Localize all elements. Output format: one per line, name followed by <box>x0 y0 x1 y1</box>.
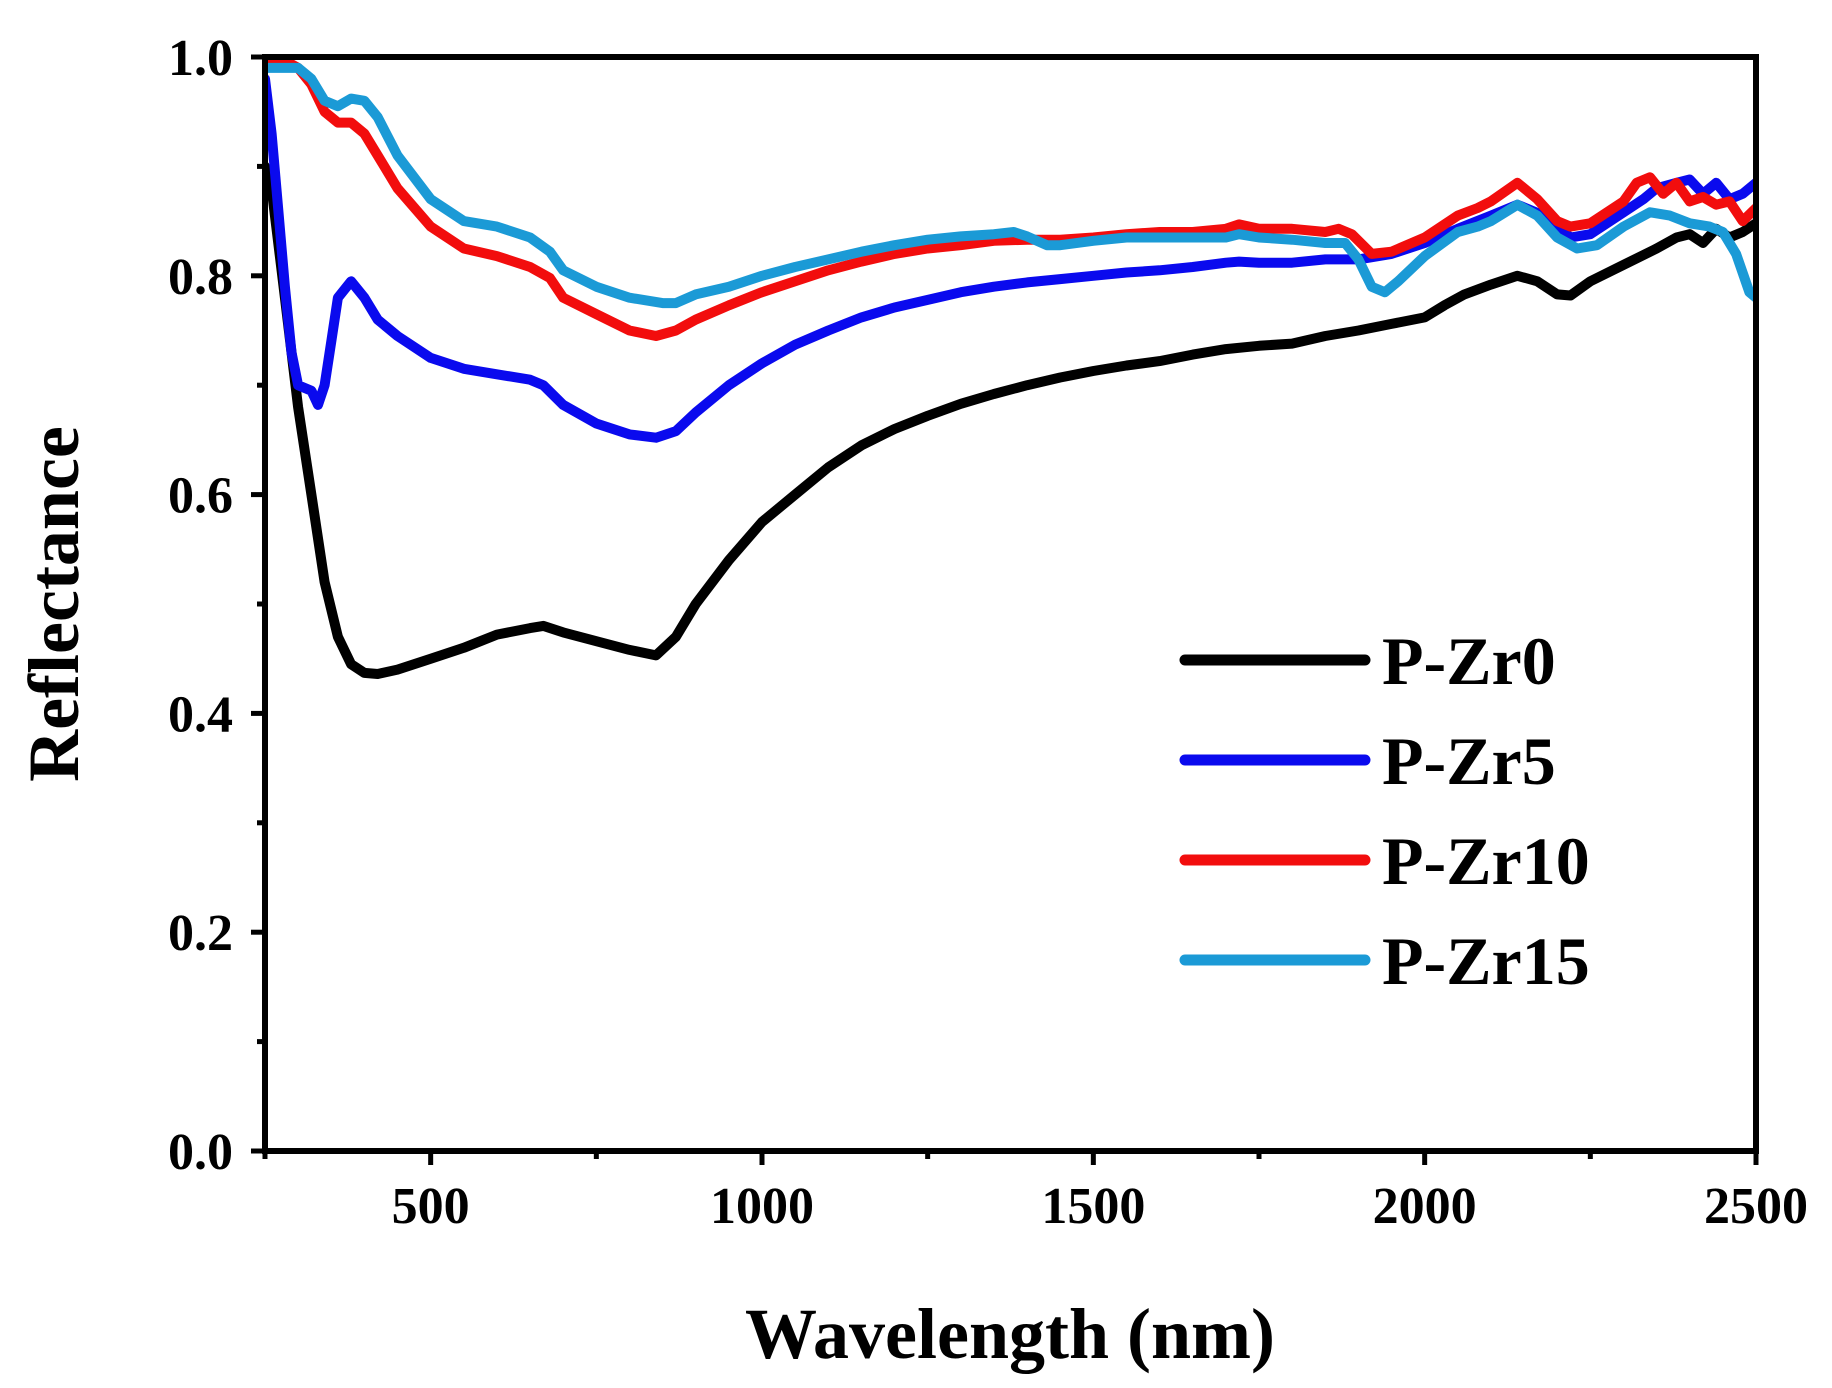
x-tick-label: 2500 <box>1704 1178 1808 1235</box>
series-line-p-zr15 <box>262 62 1759 309</box>
x-tick-label: 1000 <box>710 1178 814 1235</box>
series-line-p-zr10 <box>262 54 1759 341</box>
x-tick-label: 2000 <box>1373 1178 1477 1235</box>
legend-label-p-zr15: P-Zr15 <box>1382 923 1590 999</box>
y-axis-label: Reflectance <box>14 426 94 782</box>
legend: P-Zr0 P-Zr5 P-Zr10 P-Zr15 <box>1179 623 1590 999</box>
legend-label-p-zr10: P-Zr10 <box>1382 823 1590 899</box>
x-tick-label: 1500 <box>1041 1178 1145 1235</box>
x-axis-label: Wavelength (nm) <box>745 1294 1275 1374</box>
y-tick-label: 1.0 <box>168 30 233 87</box>
y-tick-label: 0.8 <box>168 249 233 306</box>
tick-labels: 500 1000 1500 2000 2500 0.0 0.2 0.4 0.6 0.8 1.0 <box>168 30 1808 1235</box>
ticks-layer <box>251 54 1759 1165</box>
series-line-p-zr0 <box>262 161 1759 679</box>
legend-label-p-zr5: P-Zr5 <box>1382 723 1556 799</box>
series-layer <box>262 54 1759 679</box>
y-tick-label: 0.0 <box>168 1124 233 1181</box>
x-tick-label: 500 <box>392 1178 470 1235</box>
y-tick-label: 0.4 <box>168 686 233 743</box>
y-tick-label: 0.6 <box>168 468 233 525</box>
y-tick-label: 0.2 <box>168 905 233 962</box>
series-line-p-zr5 <box>262 73 1759 443</box>
legend-label-p-zr0: P-Zr0 <box>1382 623 1556 699</box>
